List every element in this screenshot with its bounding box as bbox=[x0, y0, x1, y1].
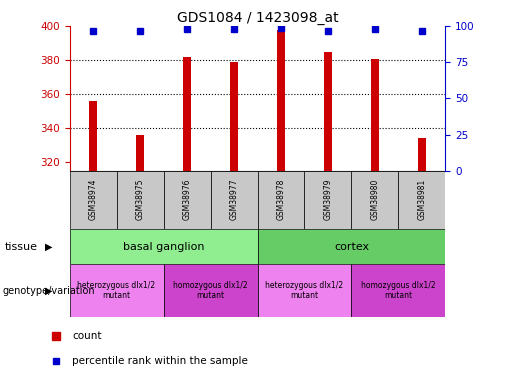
Bar bbox=[116, 171, 164, 229]
Bar bbox=[399, 171, 445, 229]
Text: GSM38979: GSM38979 bbox=[323, 179, 333, 220]
Text: basal ganglion: basal ganglion bbox=[123, 242, 204, 252]
Bar bbox=[164, 171, 211, 229]
Text: genotype/variation: genotype/variation bbox=[3, 286, 95, 296]
Text: tissue: tissue bbox=[5, 242, 38, 252]
Bar bbox=[89, 101, 97, 171]
Bar bbox=[324, 52, 332, 171]
Bar bbox=[183, 57, 191, 171]
Bar bbox=[211, 171, 258, 229]
Text: GSM38977: GSM38977 bbox=[230, 179, 238, 220]
Bar bbox=[164, 264, 258, 317]
Bar bbox=[352, 264, 445, 317]
Text: homozygous dlx1/2
mutant: homozygous dlx1/2 mutant bbox=[361, 281, 436, 300]
Bar bbox=[371, 58, 379, 171]
Bar bbox=[230, 62, 238, 171]
Bar bbox=[70, 264, 164, 317]
Text: count: count bbox=[72, 331, 101, 341]
Bar bbox=[70, 171, 116, 229]
Bar bbox=[304, 171, 352, 229]
Text: percentile rank within the sample: percentile rank within the sample bbox=[72, 356, 248, 366]
Text: cortex: cortex bbox=[334, 242, 369, 252]
Bar bbox=[418, 138, 426, 171]
Bar bbox=[258, 171, 304, 229]
Text: GSM38981: GSM38981 bbox=[418, 179, 426, 220]
Text: heterozygous dlx1/2
mutant: heterozygous dlx1/2 mutant bbox=[265, 281, 344, 300]
Text: GSM38975: GSM38975 bbox=[135, 179, 145, 220]
Bar bbox=[258, 229, 445, 264]
Bar bbox=[136, 135, 144, 171]
Text: ▶: ▶ bbox=[45, 286, 53, 296]
Bar bbox=[352, 171, 399, 229]
Text: heterozygous dlx1/2
mutant: heterozygous dlx1/2 mutant bbox=[77, 281, 156, 300]
Text: GSM38980: GSM38980 bbox=[370, 179, 380, 220]
Text: GSM38974: GSM38974 bbox=[89, 179, 97, 220]
Text: ▶: ▶ bbox=[45, 242, 53, 252]
Title: GDS1084 / 1423098_at: GDS1084 / 1423098_at bbox=[177, 11, 338, 25]
Bar bbox=[70, 229, 258, 264]
Bar bbox=[277, 30, 285, 171]
Text: GSM38976: GSM38976 bbox=[182, 179, 192, 220]
Bar bbox=[258, 264, 352, 317]
Text: GSM38978: GSM38978 bbox=[277, 179, 285, 220]
Text: homozygous dlx1/2
mutant: homozygous dlx1/2 mutant bbox=[173, 281, 248, 300]
